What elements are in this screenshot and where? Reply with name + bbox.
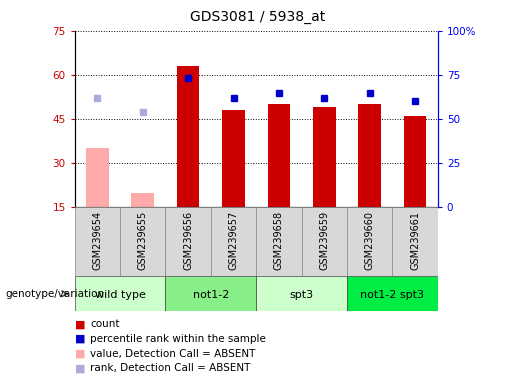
Text: GSM239661: GSM239661 xyxy=(410,211,420,270)
Bar xyxy=(302,207,347,276)
Text: count: count xyxy=(90,319,119,329)
Bar xyxy=(177,66,199,207)
Text: genotype/variation: genotype/variation xyxy=(5,289,104,299)
Text: GSM239655: GSM239655 xyxy=(138,211,148,270)
Bar xyxy=(165,276,256,311)
Bar xyxy=(268,104,290,207)
Text: GSM239660: GSM239660 xyxy=(365,211,375,270)
Text: not1-2 spt3: not1-2 spt3 xyxy=(360,290,424,301)
Bar xyxy=(256,207,302,276)
Text: GSM239659: GSM239659 xyxy=(319,211,329,270)
Bar xyxy=(222,110,245,207)
Bar xyxy=(75,207,120,276)
Text: percentile rank within the sample: percentile rank within the sample xyxy=(90,334,266,344)
Text: spt3: spt3 xyxy=(289,290,314,301)
Text: GSM239658: GSM239658 xyxy=(274,211,284,270)
Bar xyxy=(313,107,336,207)
Text: ■: ■ xyxy=(75,319,85,329)
Bar xyxy=(211,207,256,276)
Bar xyxy=(347,207,392,276)
Bar xyxy=(86,149,109,207)
Bar xyxy=(358,104,381,207)
Text: GSM239656: GSM239656 xyxy=(183,211,193,270)
Text: ■: ■ xyxy=(75,363,85,373)
Bar xyxy=(256,276,347,311)
Bar xyxy=(75,276,165,311)
Text: value, Detection Call = ABSENT: value, Detection Call = ABSENT xyxy=(90,349,255,359)
Bar xyxy=(165,207,211,276)
Bar xyxy=(120,207,165,276)
Text: rank, Detection Call = ABSENT: rank, Detection Call = ABSENT xyxy=(90,363,250,373)
Text: wild type: wild type xyxy=(95,290,146,301)
Text: GDS3081 / 5938_at: GDS3081 / 5938_at xyxy=(190,10,325,23)
Text: GSM239657: GSM239657 xyxy=(229,211,238,270)
Bar xyxy=(392,207,438,276)
Bar xyxy=(404,116,426,207)
Text: ■: ■ xyxy=(75,334,85,344)
Bar xyxy=(347,276,438,311)
Text: not1-2: not1-2 xyxy=(193,290,229,301)
Bar xyxy=(131,193,154,207)
Text: GSM239654: GSM239654 xyxy=(92,211,102,270)
Text: ■: ■ xyxy=(75,349,85,359)
